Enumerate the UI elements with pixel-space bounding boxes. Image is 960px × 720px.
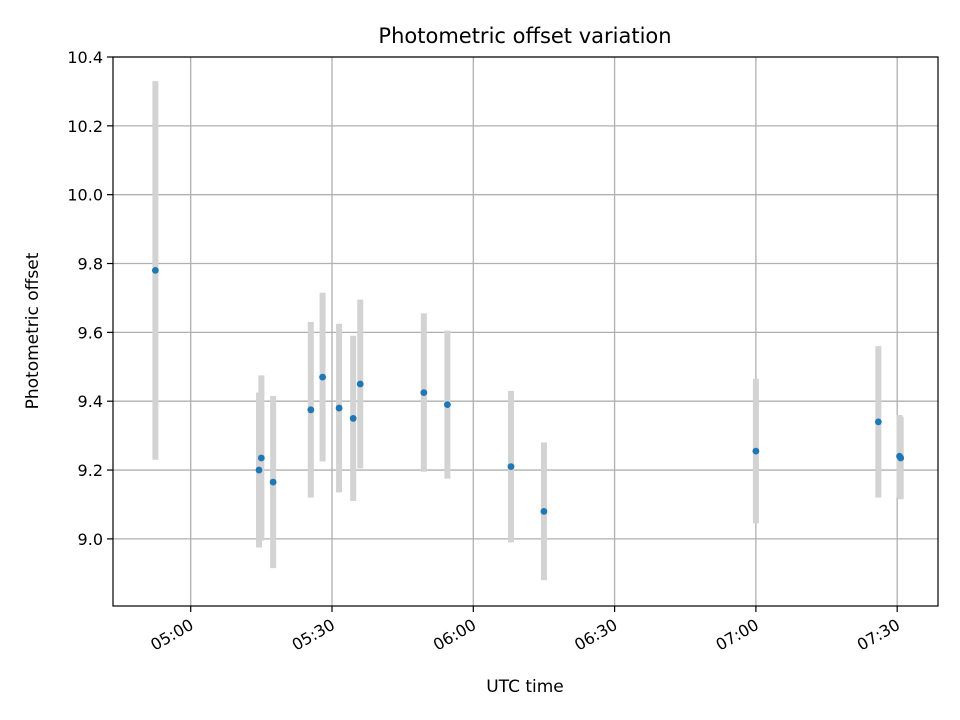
y-tick-label: 10.4 (67, 48, 103, 67)
y-axis: 9.0 9.2 9.4 9.6 9.8 10.0 10.2 10.4 (67, 48, 113, 549)
data-point (540, 507, 548, 515)
data-point (257, 454, 265, 462)
data-point (307, 406, 315, 414)
y-tick-label: 9.2 (78, 461, 103, 480)
chart-title: Photometric offset variation (378, 24, 671, 48)
data-point (420, 389, 428, 396)
data-point (897, 454, 905, 462)
y-axis-label: Photometric offset (23, 252, 43, 409)
x-tick-label: 06:00 (430, 615, 479, 655)
x-axis-label: UTC time (486, 677, 564, 697)
grid (113, 56, 938, 606)
y-tick-label: 9.0 (78, 530, 103, 549)
x-tick-label: 07:30 (854, 615, 903, 655)
data-point (151, 267, 159, 274)
x-tick-label: 05:30 (289, 615, 338, 655)
data-point (349, 415, 357, 422)
data-point (319, 373, 326, 381)
y-tick-label: 10.2 (67, 117, 103, 136)
plot-area-frame (112, 56, 939, 607)
x-tick-label: 06:30 (571, 615, 620, 655)
y-tick-label: 9.6 (78, 323, 103, 342)
data-point (874, 418, 882, 426)
x-tick-label: 07:00 (712, 615, 761, 655)
data-point (443, 401, 451, 409)
data-points (151, 267, 905, 515)
error-bars (152, 81, 904, 581)
data-point (356, 380, 364, 388)
y-tick-label: 9.8 (78, 255, 103, 274)
y-tick-label: 9.4 (78, 392, 103, 411)
y-tick-label: 10.0 (67, 186, 103, 205)
data-point (255, 466, 263, 474)
x-tick-label: 05:00 (147, 615, 196, 655)
data-point (335, 404, 343, 412)
data-point (752, 447, 760, 455)
x-axis: 05:00 05:30 06:00 06:30 07:00 07:30 (147, 606, 903, 655)
data-point (269, 478, 277, 486)
data-point (507, 463, 515, 470)
